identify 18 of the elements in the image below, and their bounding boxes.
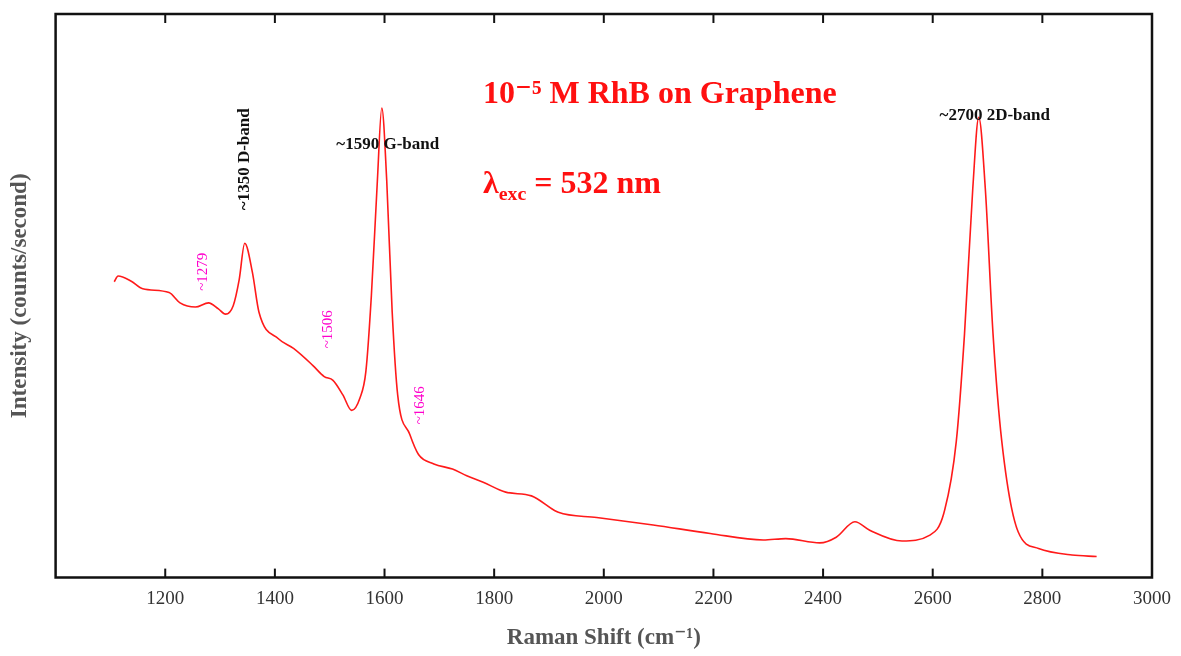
annotation: ~1506: [318, 309, 335, 349]
annotation: ~1279: [194, 252, 211, 291]
annotation: ~1350 D-band: [234, 107, 254, 211]
x-axis-title: Raman Shift (cm⁻¹): [506, 624, 701, 650]
x-tick-label: 2400: [804, 586, 843, 608]
x-tick-label: 2000: [584, 586, 623, 608]
x-tick-label: 2600: [913, 586, 952, 608]
y-axis-title: Intensity (counts/second): [5, 173, 31, 419]
x-tick-label: 1200: [146, 586, 185, 608]
x-tick-label: 1400: [255, 586, 294, 608]
x-tick-label: 3000: [1133, 586, 1171, 608]
annotation: ~1646: [410, 385, 427, 425]
annotation: 10⁻⁵ M RhB on Graphene: [483, 74, 837, 110]
annotation: ~2700 2D-band: [939, 105, 1051, 125]
x-tick-label: 1800: [475, 586, 514, 608]
x-tick-label: 1600: [365, 586, 404, 608]
x-tick-label: 2800: [1023, 586, 1062, 608]
x-tick-label: 2200: [694, 586, 733, 608]
